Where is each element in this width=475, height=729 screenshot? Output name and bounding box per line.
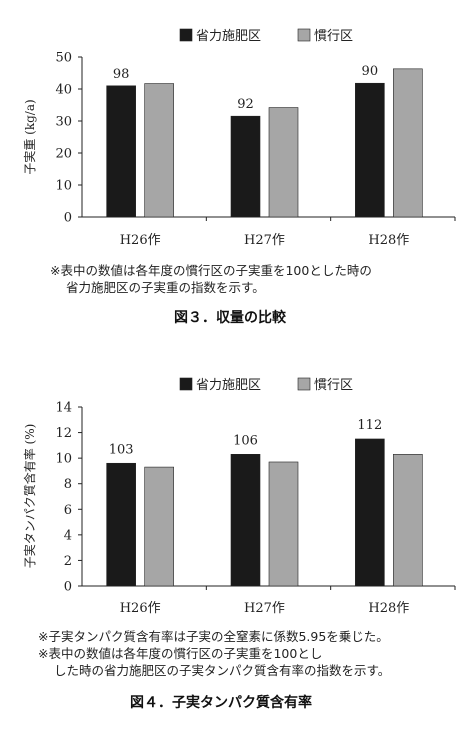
y-tick-label: 4 [64,528,72,543]
bar [393,454,423,587]
figure1-note-line1: ※表中の数値は各年度の慣行区の子実重を100とした時の [50,263,372,278]
figure1-note-line2: 省力施肥区の子実重の指数を示す。 [66,280,265,295]
data-label: 92 [237,97,254,112]
y-tick-label: 14 [55,401,72,416]
bar [106,462,136,587]
y-tick-label: 6 [64,503,72,518]
y-tick-label: 8 [64,477,72,492]
figure2-caption: 図４．子実タンパク質含有率 [130,695,312,711]
y-tick-label: 10 [55,179,72,194]
bar [144,83,174,218]
y-tick-label: 0 [64,211,72,226]
y-tick-label: 10 [55,452,72,467]
x-tick-label: H27作 [244,233,285,248]
y-tick-label: 12 [55,426,72,441]
data-label: 90 [362,64,379,79]
yield-bar-chart: 0 10 20 30 40 50 子実重 (kg/a) 98 H26作 92 H27作 90 H28作 省… [22,28,456,248]
bar [268,107,299,218]
legend-swatch [179,377,193,391]
bar [230,115,261,218]
y-axis-label: 子実重 (kg/a) [22,99,37,174]
bar [144,466,174,587]
legend-label: 慣行区 [314,377,353,393]
data-label: 98 [113,67,130,82]
legend-label: 省力施肥区 [196,378,261,393]
y-tick-label: 2 [64,554,72,569]
figure2-note-line1: ※子実タンパク質含有率は子実の全窒素に係数5.95を乗じた。 [38,629,389,644]
y-tick-label: 30 [55,115,72,130]
data-label: 103 [109,442,134,457]
data-label: 112 [357,418,382,433]
figure2-note-line2: ※表中の数値は各年度の慣行区の子実重を100とし [38,646,323,661]
x-tick-label: H28作 [368,233,409,248]
legend-label: 省力施肥区 [196,29,261,44]
bar [106,85,136,218]
bar [268,461,299,587]
legend-label: 慣行区 [314,28,353,44]
x-tick-label: H27作 [244,601,285,616]
legend-swatch [179,28,193,42]
y-axis-label: 子実タンパク質含有率 (%) [22,424,37,569]
x-tick-label: H28作 [368,601,409,616]
legend-swatch [297,28,311,42]
x-tick-label: H26作 [120,233,161,248]
y-tick-label: 50 [55,51,72,66]
bar [393,68,423,218]
figure2-note-line3: した時の省力施肥区の子実タンパク質含有率の指数を示す。 [54,663,391,678]
bar [355,82,385,218]
y-tick-label: 0 [64,580,72,595]
bar [355,438,385,587]
bar [230,454,261,587]
y-tick-label: 20 [55,147,72,162]
legend-swatch [297,377,311,391]
y-tick-label: 40 [55,83,72,98]
x-tick-label: H26作 [120,601,161,616]
data-label: 106 [233,433,258,448]
protein-bar-chart: 0 2 4 6 8 10 12 14 子実タンパク質含有率 (%) 103 H26作 106 H27作 1… [22,377,456,616]
figure1-caption: 図３．収量の比較 [174,310,286,326]
